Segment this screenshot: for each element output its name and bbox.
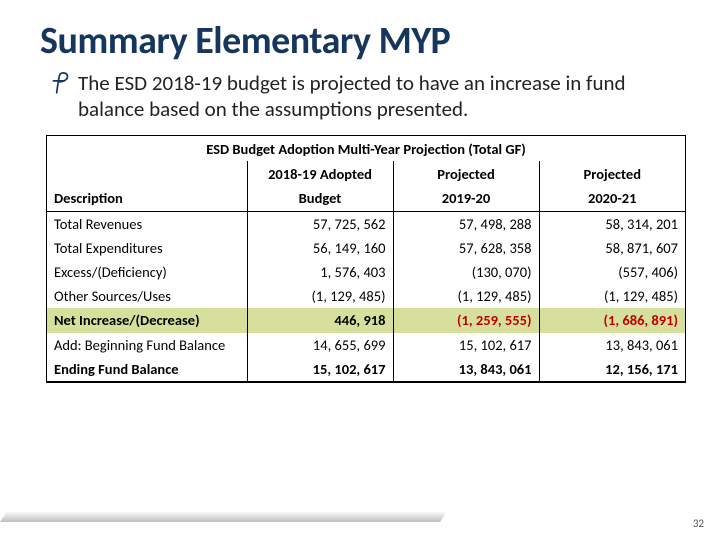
row-description: Net Increase/(Decrease)	[47, 308, 247, 332]
slide-container: Summary Elementary MYP The ESD 2018-19 b…	[0, 0, 720, 540]
bullet-text: The ESD 2018-19 budget is projected to h…	[78, 70, 680, 123]
row-value: 14, 655, 699	[247, 333, 393, 357]
page-number: 32	[693, 517, 704, 530]
row-value: 13, 843, 061	[393, 357, 539, 382]
row-value: (130, 070)	[393, 260, 539, 284]
row-description: Other Sources/Uses	[47, 284, 247, 308]
row-value: 57, 725, 562	[247, 211, 393, 236]
table-col-header: Description	[47, 186, 247, 212]
table-title: ESD Budget Adoption Multi-Year Projectio…	[47, 136, 685, 161]
table-row: Net Increase/(Decrease)446, 918(1, 259, …	[47, 308, 685, 332]
row-value: (1, 129, 485)	[539, 284, 685, 308]
table-row: Excess/(Deficiency)1, 576, 403(130, 070)…	[47, 260, 685, 284]
row-value: 56, 149, 160	[247, 236, 393, 260]
row-value: 57, 498, 288	[393, 211, 539, 236]
bullet-item: The ESD 2018-19 budget is projected to h…	[48, 70, 680, 123]
row-value: 57, 628, 358	[393, 236, 539, 260]
footer-accent	[0, 512, 446, 522]
row-description: Total Revenues	[47, 211, 247, 236]
table-col-header: Projected	[393, 161, 539, 186]
row-description: Add: Beginning Fund Balance	[47, 333, 247, 357]
script-p-icon	[48, 70, 74, 96]
table-row: Ending Fund Balance15, 102, 61713, 843, …	[47, 357, 685, 382]
table-col-header: 2020-21	[539, 186, 685, 212]
row-description: Excess/(Deficiency)	[47, 260, 247, 284]
row-value: 13, 843, 061	[539, 333, 685, 357]
slide-title: Summary Elementary MYP	[40, 18, 680, 64]
table-row: Add: Beginning Fund Balance14, 655, 6991…	[47, 333, 685, 357]
row-value: (557, 406)	[539, 260, 685, 284]
table-col-header: 2018-19 Adopted	[247, 161, 393, 186]
row-value: 12, 156, 171	[539, 357, 685, 382]
row-description: Ending Fund Balance	[47, 357, 247, 382]
row-value: 58, 871, 607	[539, 236, 685, 260]
row-value: 15, 102, 617	[393, 333, 539, 357]
row-value: 15, 102, 617	[247, 357, 393, 382]
projection-table: ESD Budget Adoption Multi-Year Projectio…	[46, 135, 686, 383]
table-col-header: Projected	[539, 161, 685, 186]
row-value: (1, 686, 891)	[539, 308, 685, 332]
table-row: Total Expenditures56, 149, 16057, 628, 3…	[47, 236, 685, 260]
table-row: Other Sources/Uses(1, 129, 485)(1, 129, …	[47, 284, 685, 308]
row-value: (1, 259, 555)	[393, 308, 539, 332]
table-col-header: 2019-20	[393, 186, 539, 212]
table-col-header: Budget	[247, 186, 393, 212]
row-value: 446, 918	[247, 308, 393, 332]
table-row: Total Revenues57, 725, 56257, 498, 28858…	[47, 211, 685, 236]
row-value: 58, 314, 201	[539, 211, 685, 236]
table-col-header	[47, 161, 247, 186]
row-value: (1, 129, 485)	[393, 284, 539, 308]
row-value: (1, 129, 485)	[247, 284, 393, 308]
row-value: 1, 576, 403	[247, 260, 393, 284]
row-description: Total Expenditures	[47, 236, 247, 260]
